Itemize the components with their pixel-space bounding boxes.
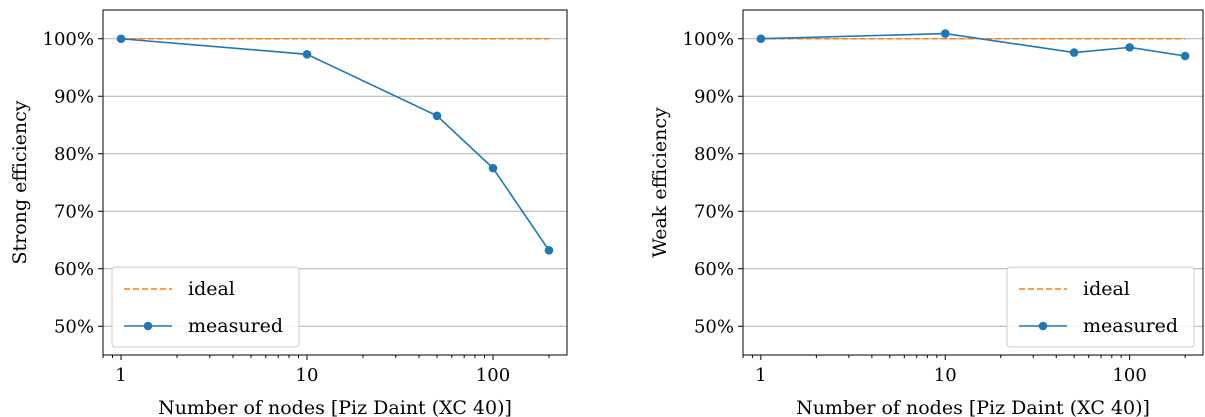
y-tick-label: 100%: [43, 29, 94, 50]
data-point-measured: [116, 34, 126, 44]
y-tick-label: 100%: [683, 29, 734, 50]
plot-frame: [742, 9, 1204, 356]
legend-label-measured: measured: [1083, 315, 1178, 337]
data-point-measured: [1125, 43, 1134, 52]
legend: ideal measured: [1006, 266, 1195, 348]
data-point-measured: [544, 246, 554, 255]
legend-label-ideal: ideal: [1083, 278, 1130, 300]
plot-frame: [102, 9, 568, 356]
data-point-measured: [756, 34, 766, 44]
y-axis-title: Weak efficiency: [649, 107, 671, 258]
chart-panel-1: 50% 60% 70% 80% 90% 100% 1 10 100 Number of nodes…: [9, 9, 568, 417]
legend-marker-measured: [1038, 321, 1048, 331]
x-tick-label: 100: [476, 365, 510, 386]
legend-box: [111, 266, 300, 348]
x-tick-label: 10: [934, 365, 957, 386]
y-tick-label: 60%: [54, 259, 94, 280]
data-point-measured: [302, 49, 312, 59]
data-point-measured: [488, 163, 498, 173]
x-tick-label: 100: [1112, 365, 1146, 386]
legend-label-measured: measured: [188, 315, 283, 337]
y-tick-label: 80%: [694, 144, 734, 165]
y-tick-label: 50%: [54, 316, 94, 337]
data-point-measured: [1069, 48, 1079, 57]
legend: ideal measured: [111, 266, 300, 348]
y-tick-label: 90%: [54, 86, 94, 107]
y-tick-label: 90%: [694, 86, 734, 107]
data-point-measured: [1180, 51, 1190, 61]
data-point-measured: [940, 29, 950, 38]
y-tick-label: 60%: [694, 259, 734, 280]
x-tick-label: 10: [296, 365, 319, 386]
data-point-measured: [432, 111, 442, 121]
x-axis-title: Number of nodes [Piz Daint (XC 40)]: [796, 397, 1150, 417]
series-line-measured: [760, 32, 1186, 57]
legend-marker-measured: [143, 321, 153, 331]
x-axis-title: Number of nodes [Piz Daint (XC 40)]: [158, 397, 512, 417]
legend-label-ideal: ideal: [188, 278, 235, 300]
y-tick-label: 50%: [694, 316, 734, 337]
x-tick-label: 1: [755, 365, 766, 386]
x-tick-label: 1: [115, 365, 126, 386]
legend-box: [1006, 266, 1195, 348]
series-line-measured: [120, 37, 550, 251]
y-tick-label: 70%: [694, 201, 734, 222]
y-axis-title: Strong efficiency: [9, 100, 31, 264]
chart-panel-2: 50% 60% 70% 80% 90% 100% 1 10 100 Number of nodes…: [649, 9, 1204, 417]
y-tick-label: 70%: [54, 201, 94, 222]
y-tick-label: 80%: [54, 144, 94, 165]
